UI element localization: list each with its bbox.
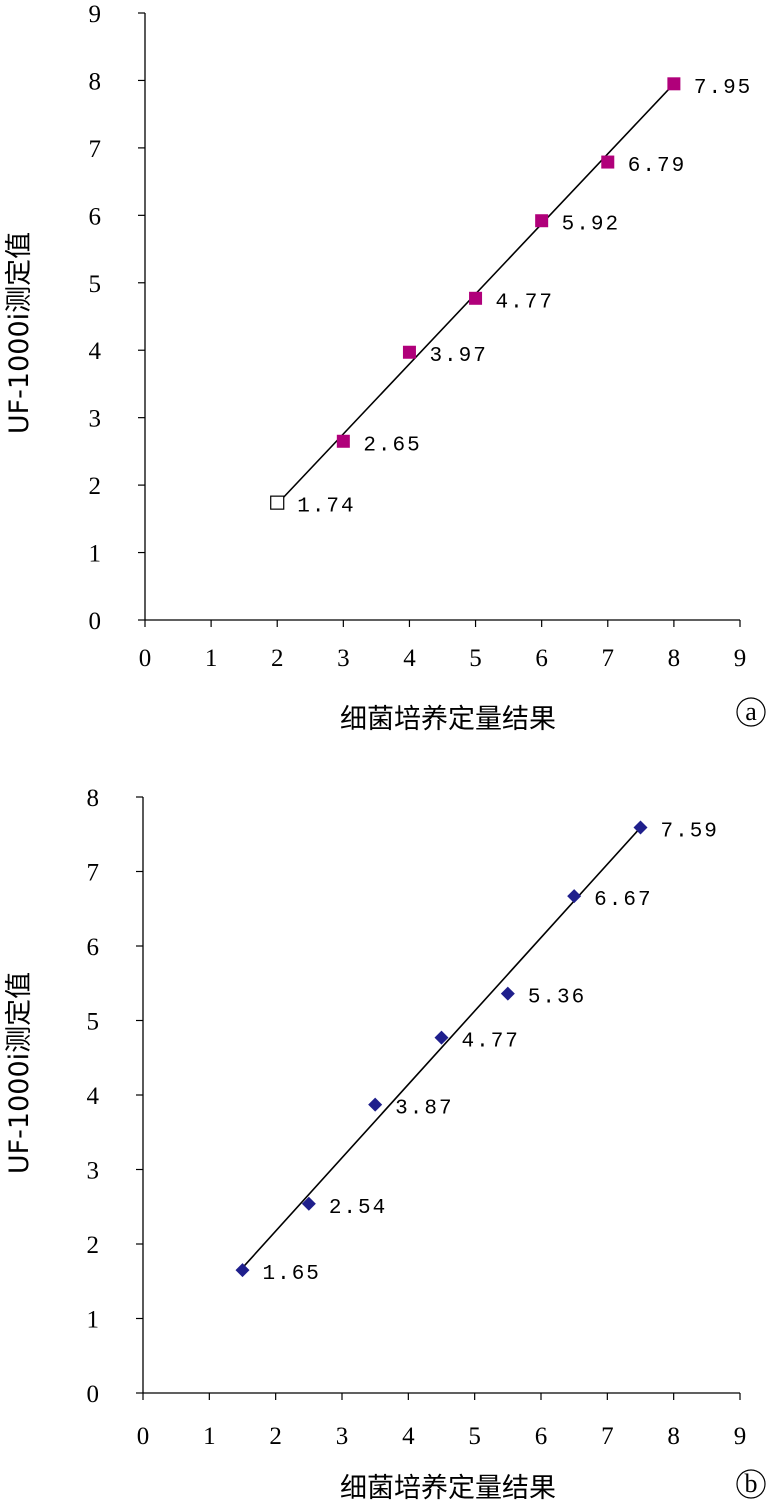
data-label: 3.97 [429, 345, 487, 368]
data-label: 3.87 [395, 1098, 453, 1121]
y-tick-label: 1 [89, 541, 102, 568]
data-point [667, 77, 681, 91]
y-tick-label: 0 [89, 608, 102, 635]
y-tick-label: 3 [89, 406, 102, 433]
x-tick-label: 5 [469, 645, 482, 672]
y-tick-label: 6 [89, 203, 102, 230]
data-point [633, 820, 648, 835]
x-tick-label: 8 [667, 1423, 680, 1450]
x-tick-label: 6 [535, 1423, 548, 1450]
data-label: 5.36 [528, 987, 586, 1010]
x-tick-label: 0 [137, 1423, 150, 1450]
x-tick-label: 9 [734, 1423, 747, 1450]
y-tick-label: 8 [87, 785, 100, 812]
y-tick-label: 7 [89, 136, 102, 163]
y-tick-label: 2 [87, 1232, 100, 1259]
x-tick-label: 4 [402, 1423, 415, 1450]
x-tick-label: 2 [269, 1423, 282, 1450]
chart-panel-b: 0 1 2 3 4 5 6 7 8 9 0 1 2 3 4 5 6 7 8 细菌培养定量结果 UF-1000i测定值 1.… [4, 785, 766, 1504]
y-tick-label: 7 [87, 860, 100, 887]
y-tick-label: 4 [89, 338, 102, 365]
x-tick-label: 8 [668, 645, 681, 672]
data-label: 4.77 [462, 1031, 520, 1054]
trend-line [241, 827, 642, 1269]
data-point [270, 495, 285, 510]
data-label: 4.77 [496, 291, 554, 314]
x-tick-label: 1 [205, 645, 218, 672]
data-point [301, 1196, 316, 1211]
y-tick-label: 5 [89, 271, 102, 298]
data-label: 2.54 [329, 1197, 387, 1220]
x-axis-title: 细菌培养定量结果 [340, 1473, 556, 1504]
data-point [402, 345, 416, 359]
y-tick-label: 4 [87, 1083, 100, 1110]
data-label: 6.79 [628, 155, 686, 178]
y-axis-title: UF-1000i测定值 [4, 972, 35, 1174]
data-point [235, 1263, 250, 1278]
data-point [601, 155, 615, 169]
chart-panel-a: 0 1 2 3 4 5 6 7 8 9 0 1 2 3 4 5 6 7 8 9 细菌培养定量结果 UF-1000i测定值 1… [4, 1, 766, 735]
data-point [535, 214, 549, 228]
x-tick-label: 6 [535, 645, 548, 672]
y-tick-label: 1 [87, 1307, 100, 1334]
y-tick-label: 0 [87, 1381, 100, 1408]
x-tick-label: 9 [734, 645, 747, 672]
y-tick-label: 9 [89, 1, 102, 28]
x-tick-label: 1 [203, 1423, 216, 1450]
y-tick-label: 6 [87, 934, 100, 961]
x-tick-label: 7 [602, 645, 615, 672]
x-tick-label: 2 [271, 645, 284, 672]
x-tick-label: 0 [139, 645, 152, 672]
x-tick-label: 3 [337, 645, 350, 672]
data-label: 7.95 [694, 77, 752, 100]
data-point [567, 889, 582, 904]
data-point [500, 986, 515, 1001]
x-tick-label: 5 [468, 1423, 481, 1450]
y-tick-label: 8 [89, 68, 102, 95]
panel-letter-circle [736, 697, 766, 727]
x-tick-label: 3 [336, 1423, 349, 1450]
panel-letter: b [745, 1469, 758, 1498]
data-point [469, 291, 483, 305]
x-tick-label: 7 [601, 1423, 614, 1450]
y-tick-label: 3 [87, 1158, 100, 1185]
data-point [368, 1097, 383, 1112]
y-tick-label: 2 [89, 473, 102, 500]
data-label: 5.92 [562, 214, 620, 237]
data-label: 1.74 [297, 496, 355, 519]
data-label: 2.65 [363, 434, 421, 457]
data-label: 6.67 [594, 889, 652, 912]
y-axis-title: UF-1000i测定值 [4, 232, 35, 434]
x-tick-label: 4 [403, 645, 416, 672]
x-axis-title: 细菌培养定量结果 [340, 704, 556, 735]
data-label: 7.59 [661, 821, 719, 844]
panel-letter: a [745, 697, 757, 726]
data-point [434, 1030, 449, 1045]
data-point [336, 434, 350, 448]
panel-letter-circle [736, 1469, 766, 1499]
data-label: 1.65 [263, 1263, 321, 1286]
y-tick-label: 5 [87, 1009, 100, 1036]
